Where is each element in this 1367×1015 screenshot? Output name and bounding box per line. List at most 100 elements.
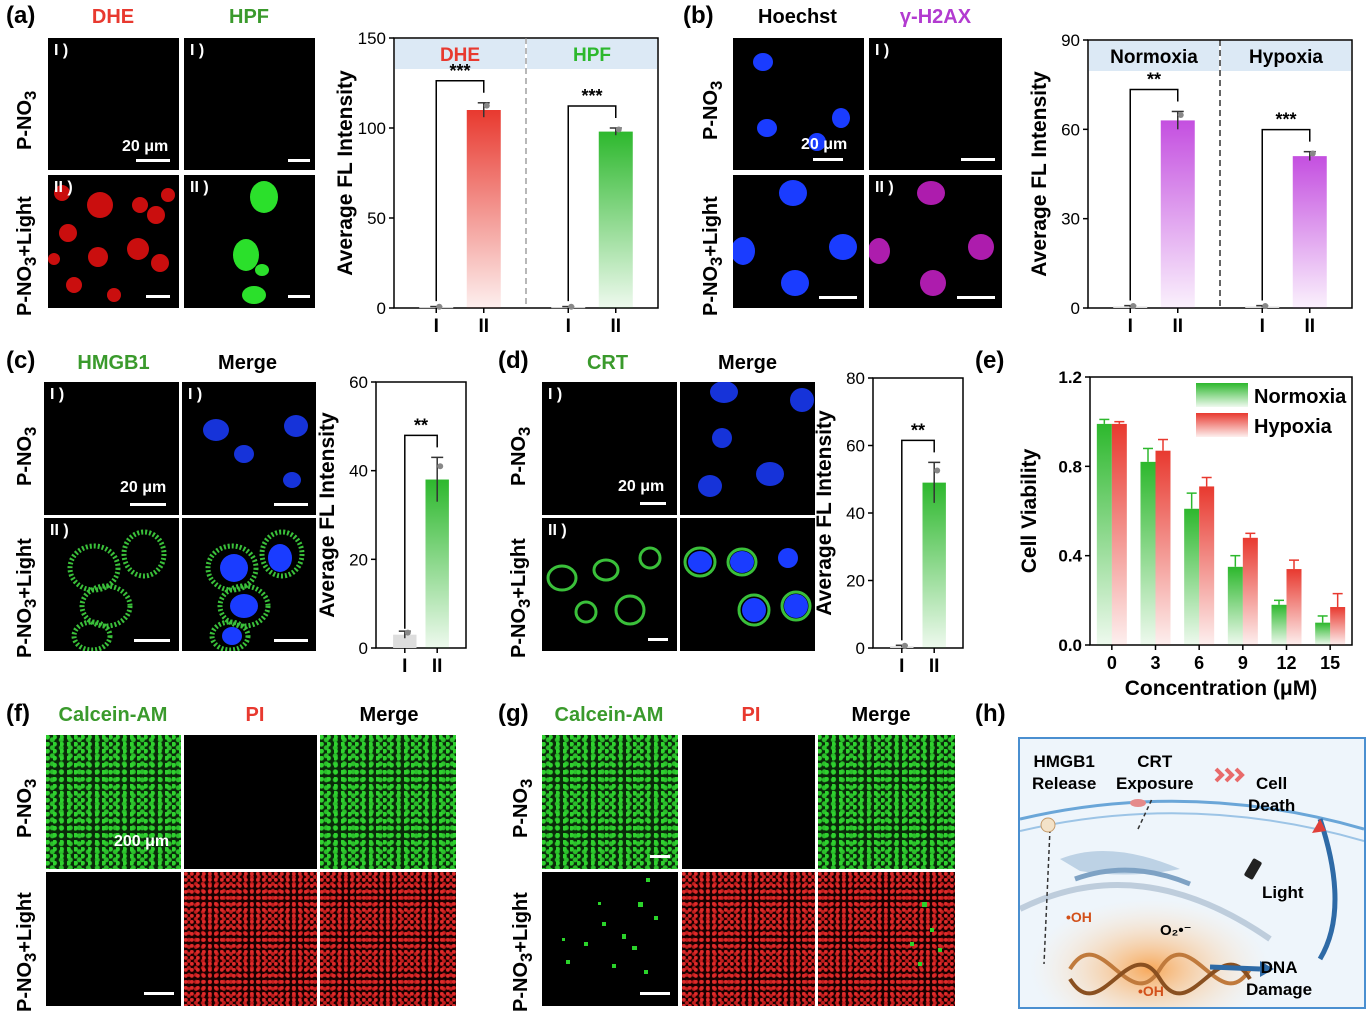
column-title-hoechst: Hoechst: [758, 6, 837, 28]
row-label-pno3-light: P-NO3+Light: [14, 538, 40, 658]
column-title-merge: Merge: [851, 704, 911, 726]
scale-bar: [288, 159, 310, 162]
data-point: [901, 642, 908, 649]
green-cells-image: [233, 181, 278, 304]
column-title-calcein: Calcein-AM: [554, 704, 664, 726]
scale-bar-label: 20 μm: [122, 138, 169, 155]
column-title-merge: Merge: [718, 352, 777, 374]
x-tick-label: I: [566, 316, 571, 337]
sparse-green-cells-image: [562, 878, 658, 974]
schematic-illustration: [1020, 767, 1364, 1007]
panel-label-g: (g): [498, 700, 529, 727]
x-tick-label: II: [1304, 316, 1315, 337]
significance-bracket: [567, 105, 617, 302]
scale-bar: [648, 638, 668, 641]
significance-label: **: [911, 420, 925, 440]
micrograph-calcein-control: 200 μm: [46, 735, 181, 869]
y-tick-label: 0: [359, 639, 368, 658]
y-tick-label: 150: [358, 29, 386, 48]
significance-label: ***: [581, 86, 602, 106]
schematic-box: HMGB1 Release CRT Exposure Cell Death Light…: [1018, 737, 1366, 1009]
group-header-label: Normoxia: [1110, 47, 1198, 68]
plot-frame: [1089, 376, 1353, 646]
micrograph-gh2ax-light: II ): [869, 175, 1002, 308]
row-label-pno3-light: P-NO3+Light: [14, 196, 40, 316]
scale-bar: [957, 296, 995, 299]
scale-bar: [819, 296, 857, 299]
group-header-label: DHE: [440, 45, 480, 66]
panel-label-c: (c): [6, 347, 36, 374]
data-point: [483, 102, 490, 109]
micrograph-calcein-control: [542, 735, 678, 869]
hmgb1-release-label: HMGB1 Release: [1032, 752, 1097, 793]
significance-bracket: [404, 434, 438, 629]
group-tag: II ): [875, 179, 894, 196]
micrograph-calcein-light: [46, 872, 181, 1006]
data-point: [1177, 112, 1184, 119]
row-label-pno3-light: P-NO3+Light: [14, 892, 40, 1012]
y-tick-label: 30: [1061, 210, 1080, 229]
bar: [922, 482, 946, 648]
y-tick-label: 20: [349, 550, 368, 569]
y-tick-label: 80: [846, 370, 865, 388]
micrograph-gh2ax-control: I ): [869, 38, 1002, 170]
scale-bar: [274, 639, 308, 642]
column-title-pi: PI: [245, 704, 265, 726]
x-tick-label: II: [1172, 316, 1183, 337]
group-tag: I ): [875, 42, 890, 59]
data-point: [1309, 150, 1316, 157]
significance-bracket: [1129, 88, 1179, 301]
x-tick-label: I: [1260, 316, 1265, 337]
group-header-band: [1221, 41, 1351, 71]
legend-label: Normoxia: [1254, 386, 1347, 408]
data-point: [934, 467, 941, 474]
data-point: [568, 303, 575, 310]
y-tick-label: 20: [846, 572, 865, 591]
y-axis-label: Average FL Intensity: [334, 70, 357, 276]
group-tag: II ): [54, 179, 73, 196]
blue-nuclei-image: [733, 180, 857, 296]
group-header-label: Hypoxia: [1249, 47, 1323, 68]
scale-bar-label: 20 μm: [120, 479, 167, 496]
x-tick-label: 9: [1238, 653, 1248, 673]
column-title-dhe: DHE: [91, 6, 135, 28]
bar: [1242, 537, 1258, 645]
x-tick-label: 6: [1194, 653, 1204, 673]
micrograph-pi-control: [682, 735, 815, 869]
hydroxyl-radical-label: •OH: [1066, 909, 1092, 925]
y-axis-label: Average FL Intensity: [318, 412, 339, 618]
panel-label-d: (d): [498, 347, 529, 374]
y-tick-label: 0.4: [1058, 547, 1082, 566]
micrograph-pi-light: [184, 872, 317, 1006]
group-tag: II ): [190, 179, 209, 196]
column-title-calcein: Calcein-AM: [58, 704, 168, 726]
blue-nuclei-image: [753, 53, 850, 151]
x-tick-label: I: [434, 316, 439, 337]
bar: [425, 479, 449, 648]
significance-label: **: [1147, 69, 1161, 89]
chart-e: 0.0 0.4 0.8 1.2 Cell Viability Concentration …: [1018, 368, 1353, 700]
y-tick-label: 0.8: [1058, 457, 1082, 476]
y-tick-label: 0.0: [1058, 636, 1082, 655]
column-title-pi: PI: [741, 704, 761, 726]
y-axis-label: Average FL Intensity: [1028, 71, 1051, 277]
scale-bar: [146, 295, 170, 298]
scale-bar: [961, 158, 995, 161]
blue-nuclei-image: [203, 415, 308, 488]
row-label-pno3: P-NO3: [14, 426, 40, 486]
row-label-pno3-light: P-NO3+Light: [510, 892, 536, 1012]
column-title-merge: Merge: [218, 352, 277, 374]
micrograph-hpf-control: I ): [184, 38, 315, 170]
group-tag: I ): [188, 386, 203, 403]
micrograph-merge-light: [182, 518, 316, 651]
cell-death-label: Cell Death: [1248, 774, 1296, 815]
x-tick-label: 12: [1276, 653, 1296, 673]
x-tick-label: 15: [1320, 653, 1340, 673]
x-tick-label: I: [899, 656, 904, 677]
panel-label-f: (f): [6, 700, 30, 727]
y-tick-label: 60: [1061, 120, 1080, 139]
y-tick-label: 50: [367, 209, 386, 228]
